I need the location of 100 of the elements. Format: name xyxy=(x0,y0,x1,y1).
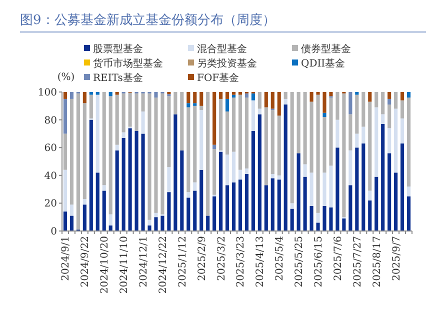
bar xyxy=(310,206,314,231)
bar xyxy=(348,185,352,231)
bar xyxy=(63,134,68,170)
bar xyxy=(63,170,68,212)
bar xyxy=(394,172,398,231)
x-tick-label: 2025/7/27 xyxy=(352,236,364,288)
bar xyxy=(316,222,320,231)
bar xyxy=(238,92,242,95)
y-tick-label: 80 xyxy=(44,115,57,126)
bar xyxy=(284,104,288,231)
bar xyxy=(154,217,158,231)
bar xyxy=(102,190,106,231)
bar xyxy=(400,100,404,118)
x-tick-label: 2024/11/10 xyxy=(119,236,130,294)
bar xyxy=(238,170,242,180)
bar xyxy=(290,92,294,204)
bar xyxy=(108,96,112,214)
bar xyxy=(296,92,300,154)
bar xyxy=(232,92,236,95)
bar xyxy=(186,107,190,192)
bar xyxy=(63,92,68,99)
bar xyxy=(368,200,372,231)
x-tick-label: 2025/2/9 xyxy=(196,236,208,281)
x-tick-label: 2025/7/6 xyxy=(332,236,344,281)
bar xyxy=(244,168,249,174)
bar xyxy=(342,218,346,231)
bar xyxy=(200,170,204,231)
bar xyxy=(381,114,385,124)
x-tick-label: 2025/3/23 xyxy=(236,236,247,288)
bar xyxy=(316,94,320,213)
bar xyxy=(141,93,145,112)
bar xyxy=(270,178,274,231)
bar xyxy=(225,92,230,99)
bar xyxy=(290,203,294,209)
bar xyxy=(322,206,326,231)
bar xyxy=(270,110,274,174)
y-tick-label: 100 xyxy=(38,88,57,98)
bar xyxy=(225,154,230,186)
bar xyxy=(193,92,197,104)
bar xyxy=(70,92,74,99)
bar xyxy=(148,93,152,220)
bar xyxy=(406,92,411,98)
bar xyxy=(258,108,262,114)
bar xyxy=(186,198,190,231)
y-tick-label: 40 xyxy=(44,170,57,182)
bar xyxy=(406,98,411,187)
bar xyxy=(200,106,204,110)
bar xyxy=(108,214,112,226)
x-tick-label: 2025/9/7 xyxy=(391,236,402,281)
legend-label: 股票型基金 xyxy=(93,43,143,55)
x-tick-label: 2025/5/4 xyxy=(274,236,286,281)
bar xyxy=(270,92,274,109)
bar xyxy=(89,94,93,118)
bar xyxy=(82,92,86,104)
bar xyxy=(264,185,268,231)
bar xyxy=(82,204,86,231)
bar xyxy=(193,103,197,106)
bar xyxy=(212,196,216,231)
bar xyxy=(362,92,366,127)
bar xyxy=(277,180,281,231)
bar xyxy=(388,98,392,105)
bar xyxy=(174,92,178,114)
bar xyxy=(400,118,404,144)
bar xyxy=(264,107,268,186)
bar xyxy=(362,126,366,144)
bar xyxy=(296,153,300,231)
legend-label: FOF基金 xyxy=(197,72,240,84)
bar xyxy=(394,92,398,109)
bar xyxy=(322,117,326,173)
bar xyxy=(122,93,126,132)
bar xyxy=(406,196,411,231)
bar xyxy=(336,92,340,120)
bar xyxy=(388,153,392,231)
x-tick-label: 2025/8/17 xyxy=(372,236,383,288)
bar xyxy=(310,172,314,206)
bar xyxy=(329,166,333,208)
bar xyxy=(303,176,307,231)
bar xyxy=(115,92,119,95)
bar xyxy=(219,98,223,150)
bar xyxy=(180,150,184,231)
bar xyxy=(70,204,74,216)
bar xyxy=(394,108,398,173)
x-tick-label: 2024/9/22 xyxy=(80,236,92,288)
bar xyxy=(219,152,223,231)
bar xyxy=(310,92,314,102)
bar xyxy=(406,186,411,196)
bar xyxy=(251,100,255,131)
bar xyxy=(348,92,352,114)
bar xyxy=(232,182,236,231)
bar xyxy=(232,152,236,182)
bar xyxy=(128,128,132,231)
bar xyxy=(128,92,132,127)
bar xyxy=(381,124,385,231)
bar xyxy=(355,134,359,148)
bar xyxy=(167,192,171,231)
x-tick-label: 2025/6/15 xyxy=(314,236,325,288)
bar xyxy=(154,98,158,213)
bar xyxy=(115,150,119,231)
bar xyxy=(174,114,178,231)
bar xyxy=(355,94,359,134)
